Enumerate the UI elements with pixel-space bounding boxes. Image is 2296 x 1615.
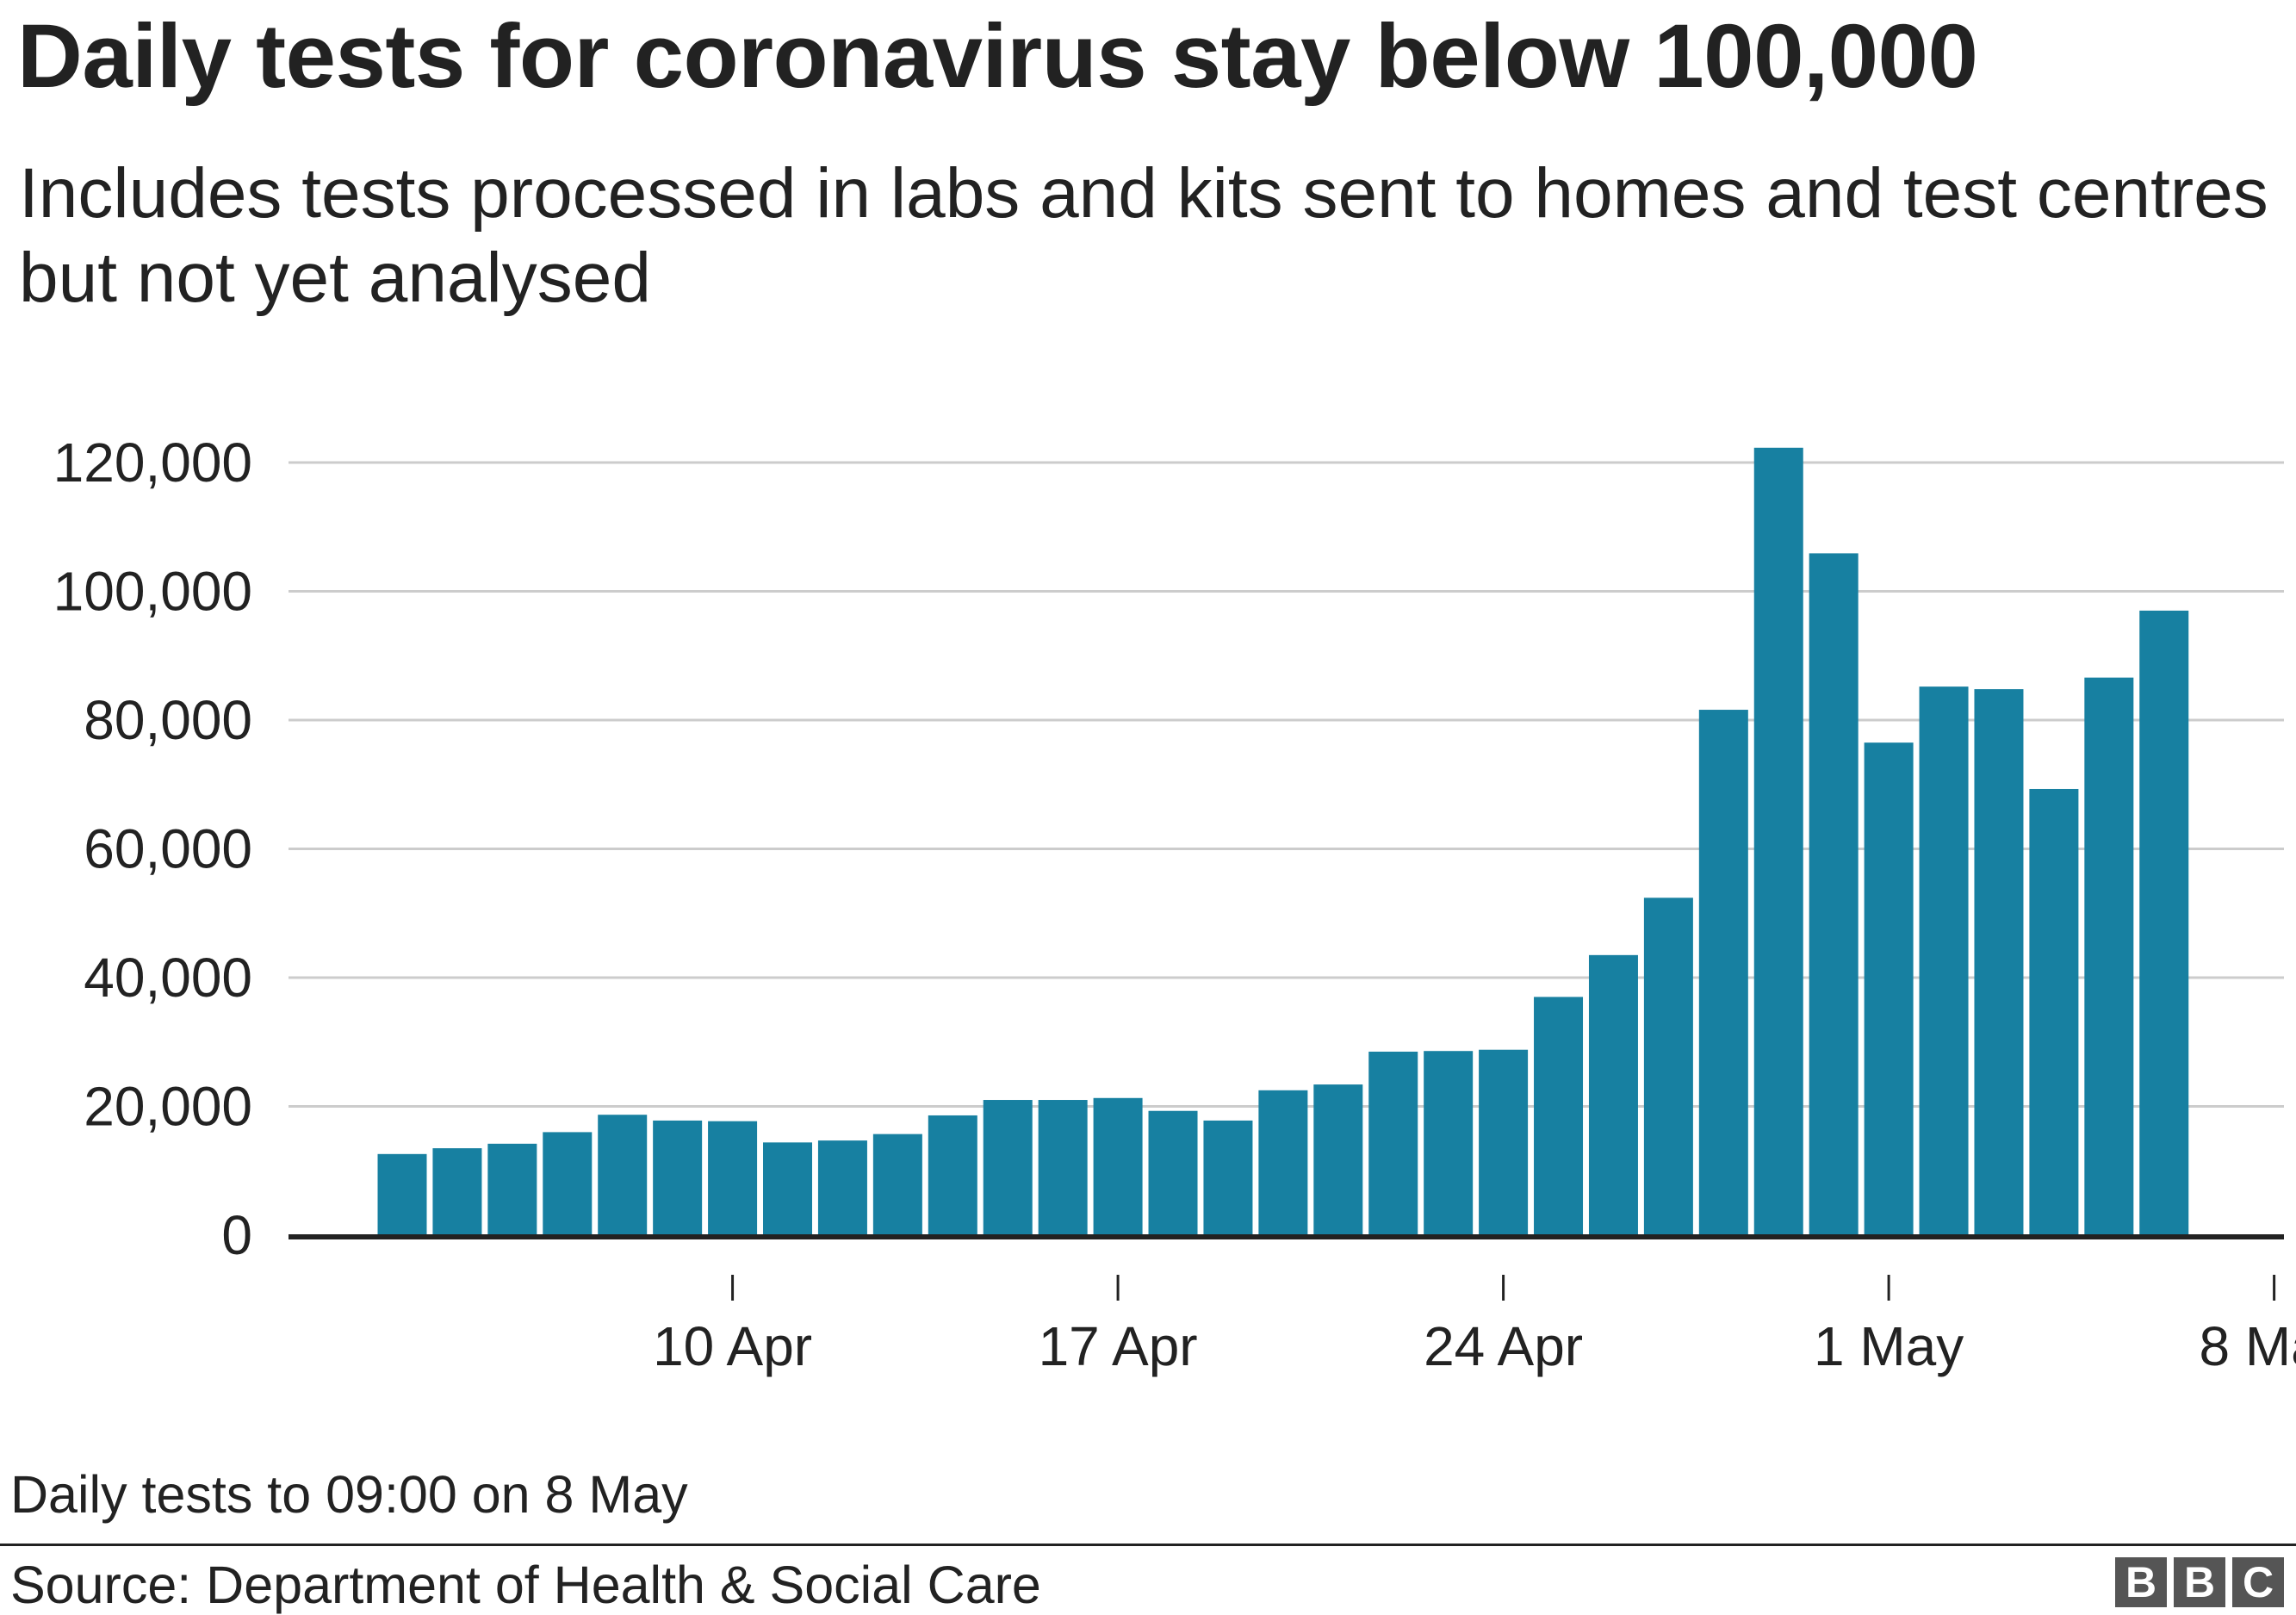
- x-tick-label: 8 May: [2199, 1315, 2296, 1377]
- bar: [1698, 710, 1748, 1235]
- bars: [377, 447, 2189, 1235]
- y-tick-label: 100,000: [53, 561, 252, 623]
- bbc-logo: B B C: [2115, 1557, 2284, 1607]
- footer-divider: [0, 1544, 2296, 1546]
- bar: [1258, 1090, 1308, 1235]
- bar: [2139, 610, 2189, 1235]
- bar: [487, 1143, 537, 1235]
- x-tick-label: 17 Apr: [1039, 1315, 1198, 1377]
- x-axis-ticks: 10 Apr 17 Apr 24 Apr 1 May 8 May: [653, 1275, 2296, 1377]
- bar: [708, 1121, 758, 1235]
- bar: [1313, 1084, 1363, 1235]
- bar: [1753, 447, 1803, 1235]
- bar: [1148, 1110, 1198, 1235]
- bar: [1424, 1051, 1474, 1235]
- y-tick-label: 40,000: [84, 947, 252, 1009]
- bar-chart: 020,00040,00060,00080,000100,000120,000 …: [53, 432, 2296, 1377]
- bbc-logo-letter: B: [2174, 1557, 2225, 1607]
- bbc-logo-letter: B: [2115, 1557, 2167, 1607]
- bar: [1534, 997, 1584, 1235]
- bar: [1588, 954, 1638, 1235]
- source-credit: Source: Department of Health & Social Ca…: [10, 1556, 1041, 1614]
- bar: [1368, 1051, 1418, 1235]
- bar: [1479, 1049, 1529, 1235]
- y-tick-label: 0: [221, 1204, 252, 1266]
- bar: [983, 1100, 1033, 1235]
- bar: [1643, 898, 1693, 1235]
- bar: [1093, 1097, 1143, 1235]
- chart-title: Daily tests for coronavirus stay below 1…: [17, 6, 1978, 107]
- bar: [2084, 677, 2134, 1235]
- x-tick-label: 1 May: [1814, 1315, 1964, 1377]
- bar: [928, 1115, 977, 1235]
- chart-subtitle: Includes tests processed in labs and kit…: [19, 154, 2268, 318]
- bar: [1919, 686, 1969, 1235]
- bar: [763, 1142, 813, 1235]
- bar: [1203, 1120, 1253, 1235]
- bar: [817, 1140, 867, 1235]
- y-tick-label: 120,000: [53, 432, 252, 494]
- bbc-logo-letter: C: [2232, 1557, 2284, 1607]
- bar: [872, 1134, 922, 1235]
- bar: [1809, 553, 1859, 1235]
- bar: [1974, 689, 2024, 1235]
- x-tick-label: 10 Apr: [653, 1315, 812, 1377]
- bar: [2029, 788, 2079, 1235]
- bar: [377, 1153, 427, 1235]
- y-tick-label: 60,000: [84, 818, 252, 880]
- bar: [543, 1132, 593, 1235]
- bar: [653, 1120, 703, 1235]
- x-tick-label: 24 Apr: [1424, 1315, 1583, 1377]
- bar: [1864, 742, 1914, 1235]
- y-tick-label: 20,000: [84, 1076, 252, 1138]
- bar: [1038, 1100, 1088, 1235]
- bar: [432, 1148, 482, 1235]
- footnote: Daily tests to 09:00 on 8 May: [10, 1465, 688, 1524]
- y-tick-label: 80,000: [84, 689, 252, 751]
- y-axis-ticks: 0 20,000 40,000 60,000 80,000 100,000 120,000: [53, 432, 252, 1266]
- bar: [598, 1115, 648, 1235]
